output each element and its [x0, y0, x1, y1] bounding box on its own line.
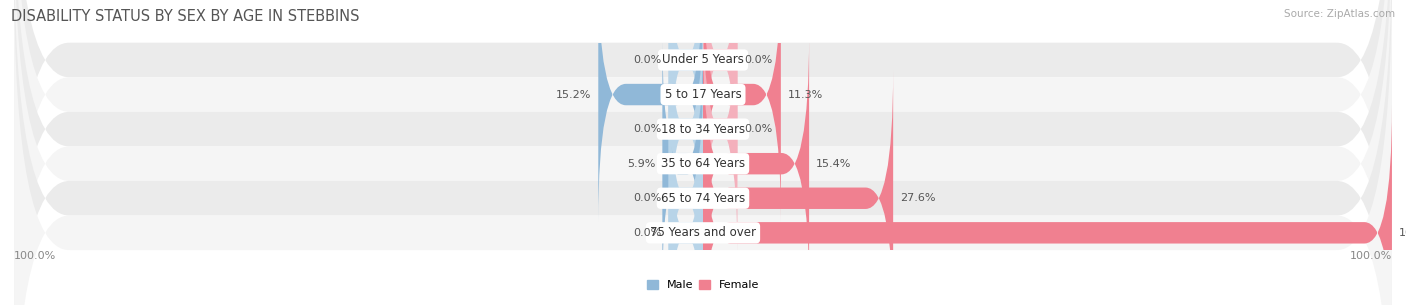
FancyBboxPatch shape	[703, 0, 780, 222]
Text: 15.2%: 15.2%	[555, 90, 592, 99]
Text: DISABILITY STATUS BY SEX BY AGE IN STEBBINS: DISABILITY STATUS BY SEX BY AGE IN STEBB…	[11, 9, 360, 24]
Legend: Male, Female: Male, Female	[647, 280, 759, 290]
FancyBboxPatch shape	[669, 71, 703, 305]
Text: 0.0%: 0.0%	[634, 193, 662, 203]
Text: 11.3%: 11.3%	[787, 90, 823, 99]
FancyBboxPatch shape	[14, 0, 1392, 305]
Text: 35 to 64 Years: 35 to 64 Years	[661, 157, 745, 170]
Text: 100.0%: 100.0%	[1399, 228, 1406, 238]
Text: 100.0%: 100.0%	[14, 251, 56, 261]
Text: 0.0%: 0.0%	[634, 124, 662, 134]
Text: 0.0%: 0.0%	[634, 55, 662, 65]
FancyBboxPatch shape	[703, 2, 738, 257]
Text: 18 to 34 Years: 18 to 34 Years	[661, 123, 745, 136]
Text: 5.9%: 5.9%	[627, 159, 655, 169]
Text: 27.6%: 27.6%	[900, 193, 935, 203]
FancyBboxPatch shape	[662, 36, 703, 291]
Text: 5 to 17 Years: 5 to 17 Years	[665, 88, 741, 101]
Text: 15.4%: 15.4%	[815, 159, 852, 169]
FancyBboxPatch shape	[14, 0, 1392, 305]
Text: 65 to 74 Years: 65 to 74 Years	[661, 192, 745, 205]
FancyBboxPatch shape	[669, 0, 703, 188]
Text: 0.0%: 0.0%	[634, 228, 662, 238]
FancyBboxPatch shape	[14, 0, 1392, 305]
Text: 0.0%: 0.0%	[744, 124, 772, 134]
FancyBboxPatch shape	[703, 36, 808, 291]
Text: 100.0%: 100.0%	[1350, 251, 1392, 261]
FancyBboxPatch shape	[599, 0, 703, 222]
FancyBboxPatch shape	[703, 71, 893, 305]
FancyBboxPatch shape	[14, 0, 1392, 305]
FancyBboxPatch shape	[669, 105, 703, 305]
FancyBboxPatch shape	[669, 2, 703, 257]
Text: Under 5 Years: Under 5 Years	[662, 53, 744, 66]
FancyBboxPatch shape	[703, 105, 1392, 305]
FancyBboxPatch shape	[14, 0, 1392, 305]
Text: Source: ZipAtlas.com: Source: ZipAtlas.com	[1284, 9, 1395, 19]
Text: 0.0%: 0.0%	[744, 55, 772, 65]
FancyBboxPatch shape	[703, 0, 738, 188]
FancyBboxPatch shape	[14, 0, 1392, 305]
Text: 75 Years and over: 75 Years and over	[650, 226, 756, 239]
